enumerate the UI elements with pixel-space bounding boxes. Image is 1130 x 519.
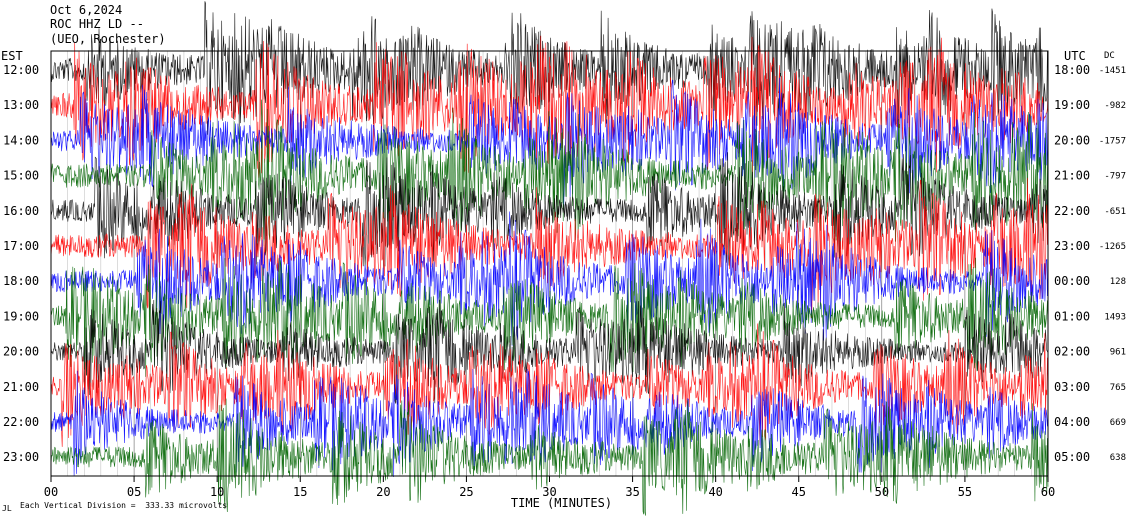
trace-row-9 (50, 323, 1049, 447)
est-heading: EST (1, 49, 23, 63)
x-tick-label: 55 (958, 485, 972, 499)
est-row-label: 15:00 (3, 169, 39, 183)
trace-row-1 (50, 35, 1049, 181)
dc-row-value: -651 (1104, 207, 1126, 217)
dc-row-value: 1493 (1104, 312, 1126, 322)
utc-row-label: 01:00 (1054, 309, 1090, 323)
trace-row-4 (50, 152, 1049, 267)
dc-row-value: -982 (1104, 101, 1126, 111)
x-tick-label: 50 (875, 485, 889, 499)
trace-row-6 (50, 211, 1049, 346)
utc-row-label: 23:00 (1054, 239, 1090, 253)
utc-row-label: 03:00 (1054, 380, 1090, 394)
x-tick-label: 25 (459, 485, 473, 499)
plot-frame (50, 50, 1049, 482)
est-row-label: 18:00 (3, 274, 39, 288)
est-row-label: 13:00 (3, 98, 39, 112)
utc-heading: UTC (1064, 49, 1086, 63)
utc-row-label: 21:00 (1054, 169, 1090, 183)
est-row-label: 17:00 (3, 239, 39, 253)
dc-row-value: 638 (1110, 453, 1126, 463)
dc-row-value: -1265 (1099, 242, 1126, 252)
dc-row-value: 961 (1110, 348, 1126, 358)
x-axis-label: TIME (MINUTES) (511, 496, 612, 510)
header-station: ROC HHZ LD -- (50, 17, 144, 31)
est-row-label: 19:00 (3, 309, 39, 323)
trace-row-2 (50, 77, 1049, 207)
x-tick-label: 45 (792, 485, 806, 499)
trace-row-7 (50, 257, 1049, 377)
est-row-label: 21:00 (3, 380, 39, 394)
dc-row-value: 765 (1110, 383, 1126, 393)
trace-row-8 (50, 299, 1049, 405)
est-row-label: 22:00 (3, 415, 39, 429)
seismic-traces (50, 1, 1049, 516)
dc-row-value: -1451 (1099, 66, 1126, 76)
x-tick-label: 40 (708, 485, 722, 499)
scale-note: Each Vertical Division = 333.33 microvol… (20, 501, 228, 510)
dc-row-value: 669 (1110, 418, 1126, 428)
trace-row-10 (50, 368, 1049, 478)
x-tick-label: 60 (1041, 485, 1055, 499)
x-tick-label: 15 (293, 485, 307, 499)
axis-labels: 00 05 10 15 20 25 30 35 40 45 50 55 60 TIME (MINUTES)… (1, 49, 1126, 510)
trace-row-11 (50, 398, 1049, 516)
x-tick-label: 05 (127, 485, 141, 499)
dc-heading: DC (1104, 51, 1115, 61)
utc-row-label: 00:00 (1054, 274, 1090, 288)
dc-row-value: -797 (1104, 172, 1126, 182)
utc-row-label: 19:00 (1054, 98, 1090, 112)
dc-row-value: -1757 (1099, 136, 1126, 146)
est-row-label: 16:00 (3, 204, 39, 218)
corner-mark: JL (2, 504, 12, 513)
utc-row-label: 02:00 (1054, 345, 1090, 359)
dc-row-value: 128 (1110, 277, 1126, 287)
header-date: Oct 6,2024 (50, 3, 123, 17)
utc-row-label: 22:00 (1054, 204, 1090, 218)
x-tick-label: 10 (210, 485, 224, 499)
utc-row-label: 20:00 (1054, 133, 1090, 147)
utc-row-label: 04:00 (1054, 415, 1090, 429)
x-tick-label: 20 (376, 485, 390, 499)
x-tick-label: 35 (625, 485, 639, 499)
est-row-label: 12:00 (3, 63, 39, 77)
x-tick-label: 30 (542, 485, 556, 499)
utc-row-label: 18:00 (1054, 63, 1090, 77)
utc-row-label: 05:00 (1054, 450, 1090, 464)
est-row-label: 14:00 (3, 133, 39, 147)
est-row-label: 20:00 (3, 345, 39, 359)
est-row-label: 23:00 (3, 450, 39, 464)
header-location: (UEO, Rochester) (50, 32, 166, 46)
x-tick-label: 00 (44, 485, 58, 499)
